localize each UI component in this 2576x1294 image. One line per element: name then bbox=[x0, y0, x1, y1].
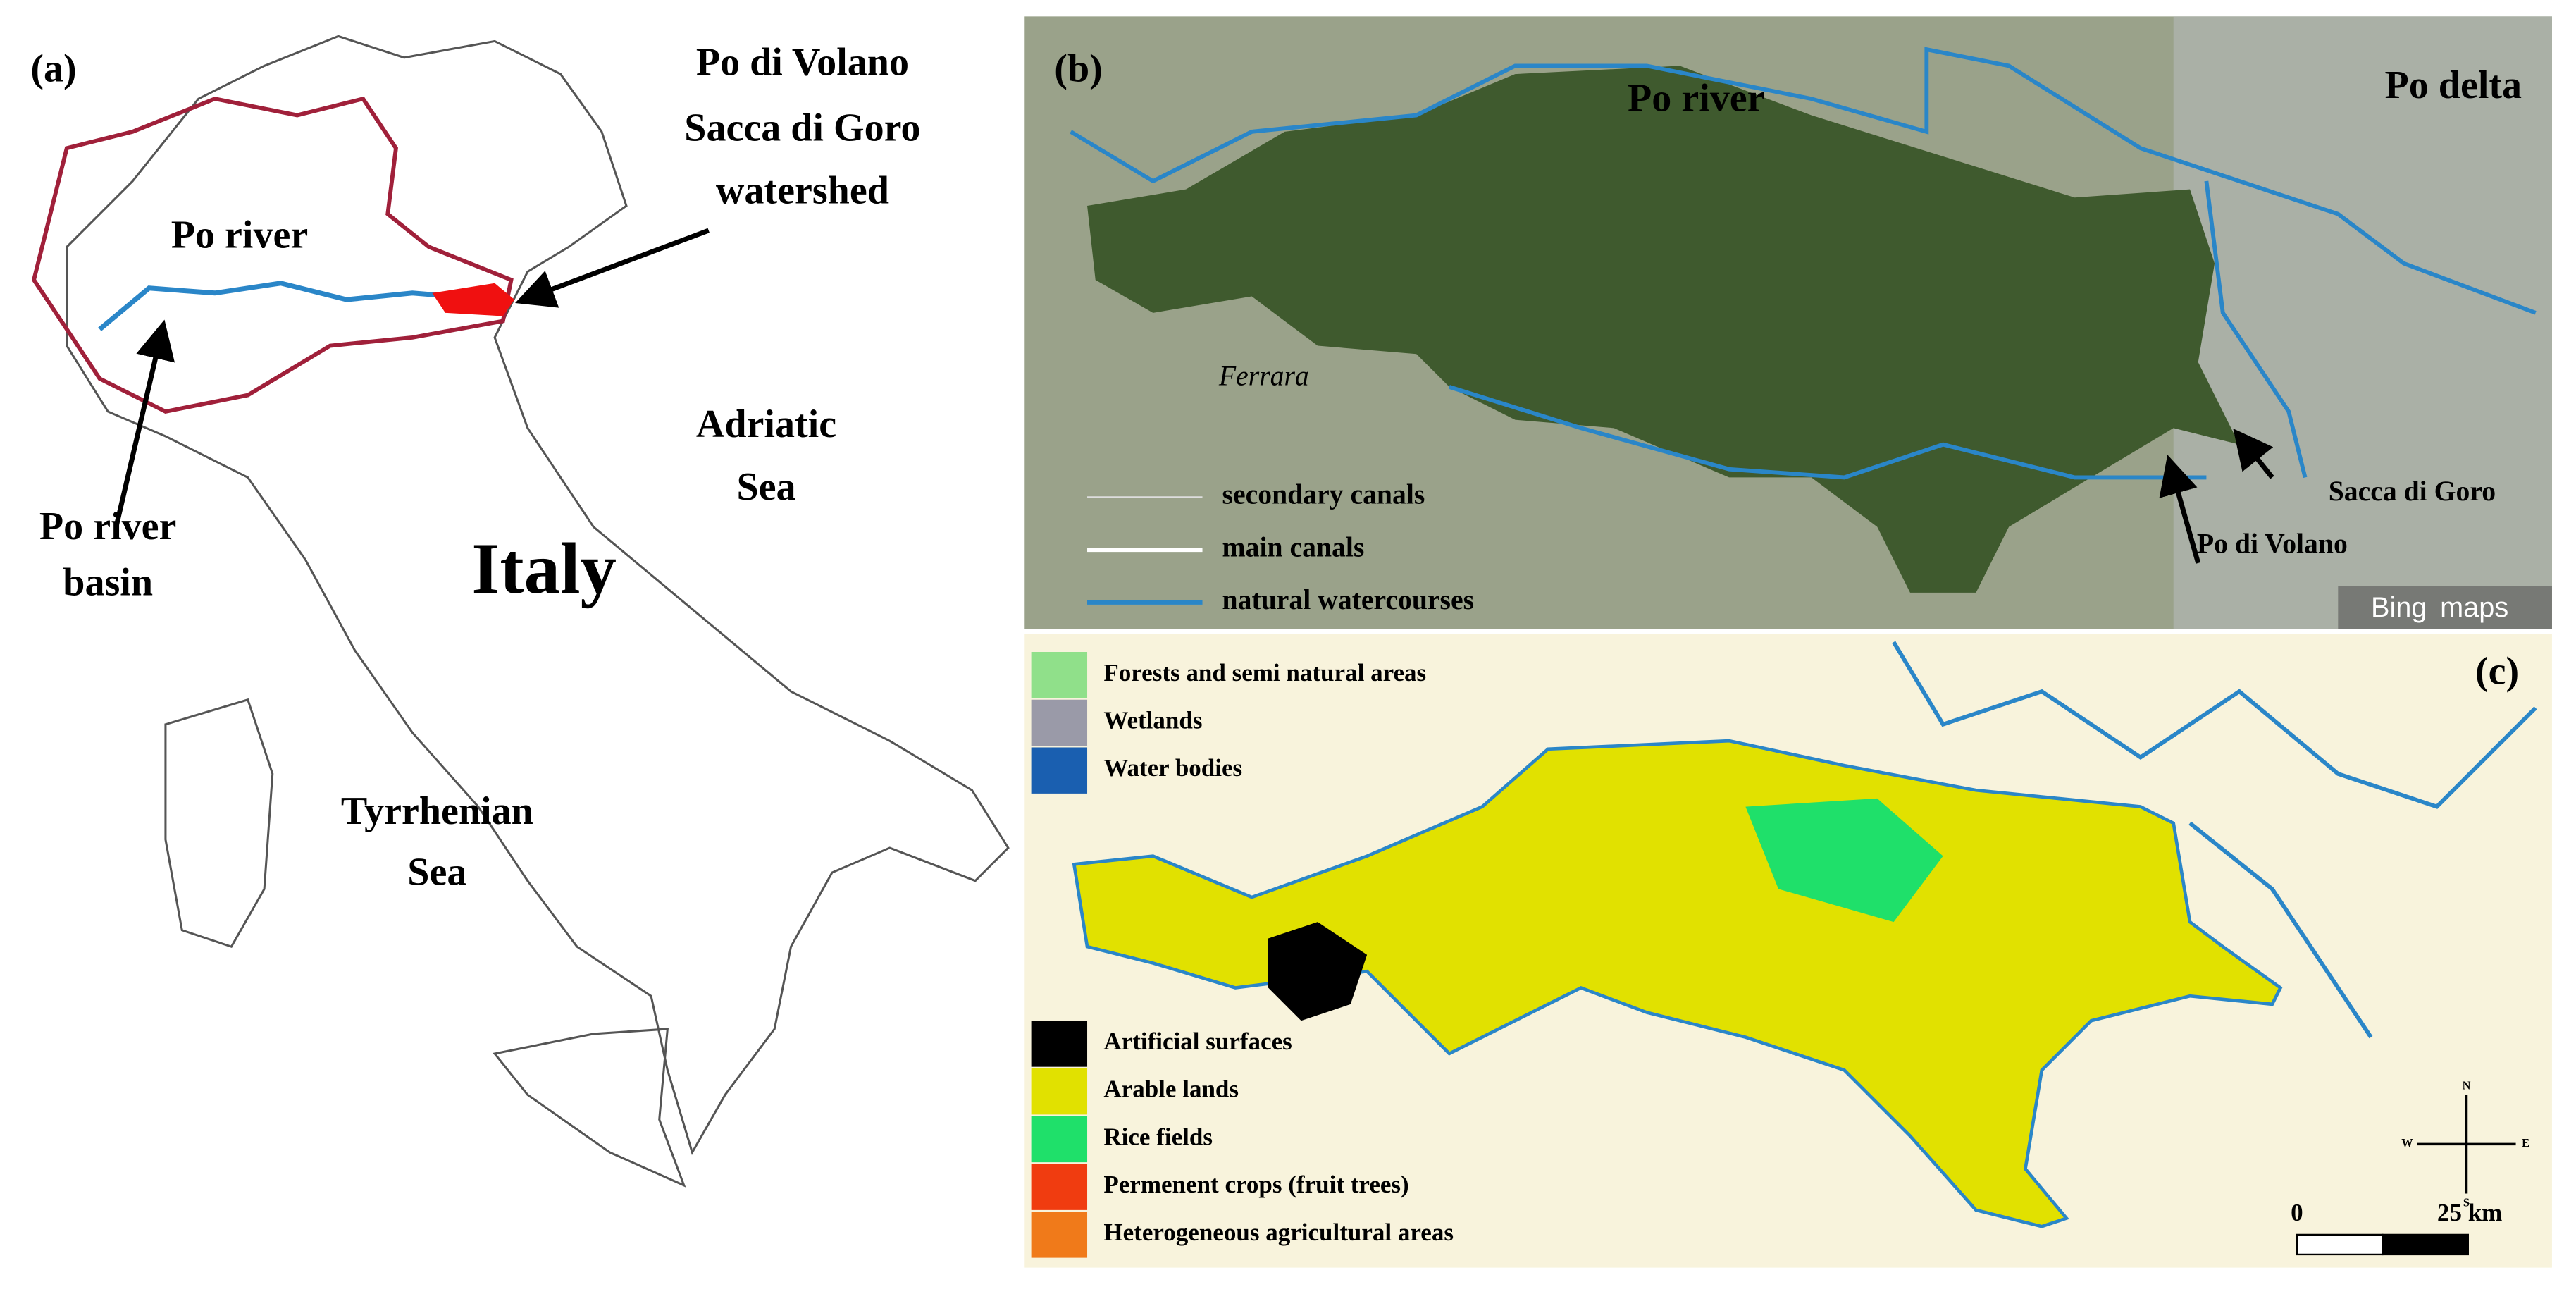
scale-label: 25 km bbox=[2437, 1199, 2502, 1226]
panel-a: (a) Po di Volano Sacca di Goro watershed… bbox=[30, 35, 1010, 1188]
legend-swatch bbox=[1031, 1068, 1088, 1115]
annotation: Sea bbox=[407, 851, 466, 894]
legend-label: Water bodies bbox=[1103, 754, 1242, 782]
attribution-bg bbox=[2338, 586, 2552, 629]
annotation: Tyrrhenian bbox=[341, 789, 533, 833]
panel-c: (c) N S E W 0 25 km Forests and semi nat… bbox=[1024, 634, 2552, 1268]
legend-label: Wetlands bbox=[1103, 706, 1202, 734]
annotation: basin bbox=[63, 560, 153, 604]
compass-label: W bbox=[2401, 1136, 2413, 1150]
legend-swatch bbox=[1031, 1212, 1088, 1258]
compass-label: N bbox=[2463, 1078, 2471, 1092]
legend-swatch bbox=[1031, 652, 1088, 698]
arrow bbox=[515, 228, 710, 308]
attribution: maps bbox=[2440, 592, 2508, 623]
sicily bbox=[493, 1028, 686, 1188]
annotation: Italy bbox=[471, 529, 617, 609]
legend-label: main canals bbox=[1222, 531, 1365, 562]
annotation: Sea bbox=[736, 465, 795, 509]
watercourse bbox=[1449, 385, 2207, 480]
attribution: Bing bbox=[2371, 592, 2427, 623]
legend-label: Permenent crops (fruit trees) bbox=[1103, 1171, 1408, 1198]
annotation: Po river bbox=[1628, 77, 1765, 121]
annotation: Po di Volano bbox=[2197, 529, 2348, 560]
watercourse bbox=[1892, 641, 2537, 809]
legend-swatch bbox=[1031, 1021, 1088, 1067]
annotation: Po delta bbox=[2385, 63, 2522, 107]
arrow bbox=[2233, 429, 2274, 479]
italy-outline bbox=[66, 35, 1010, 1155]
watercourse bbox=[2188, 821, 2373, 1039]
compass-label: E bbox=[2522, 1136, 2529, 1150]
panel-b: (b) Po river Po delta Ferrara Sacca di G… bbox=[1024, 16, 2552, 629]
scale-label: 0 bbox=[2291, 1199, 2303, 1226]
arrow bbox=[2159, 455, 2201, 564]
compass-label: S bbox=[2463, 1195, 2470, 1209]
legend-label: Heterogeneous agricultural areas bbox=[1103, 1219, 1454, 1246]
rice-fields bbox=[1745, 798, 1943, 923]
legend-swatch bbox=[1031, 1116, 1088, 1163]
watershed bbox=[1087, 66, 2240, 593]
annotation: Sacca di Goro bbox=[2329, 476, 2496, 507]
legend-label: Rice fields bbox=[1103, 1123, 1213, 1150]
annotation: Ferrara bbox=[1218, 360, 1309, 391]
po-basin bbox=[31, 96, 514, 414]
annotation: Sacca di Goro bbox=[684, 106, 920, 150]
scale-bar bbox=[2296, 1233, 2384, 1256]
legend-label: Arable lands bbox=[1103, 1076, 1239, 1103]
annotation: Po river bbox=[171, 214, 309, 257]
annotation: Po di Volano bbox=[696, 40, 909, 84]
sardinia bbox=[164, 698, 274, 948]
annotation: watershed bbox=[716, 168, 889, 212]
legend-swatch bbox=[1031, 699, 1088, 746]
artificial-surfaces bbox=[1268, 922, 1368, 1021]
arrow bbox=[113, 319, 175, 528]
watershed-area bbox=[432, 283, 515, 316]
panel-label: (a) bbox=[30, 47, 76, 91]
watershed bbox=[1072, 739, 2283, 1228]
legend-swatch bbox=[1031, 747, 1088, 794]
compass bbox=[2417, 1095, 2516, 1194]
sea bbox=[2173, 16, 2552, 629]
annotation: Po river bbox=[39, 505, 177, 548]
legend-label: natural watercourses bbox=[1222, 584, 1475, 615]
panel-label: (b) bbox=[1054, 47, 1102, 91]
legend-label: Forests and semi natural areas bbox=[1103, 659, 1426, 686]
scale-bar bbox=[2382, 1233, 2469, 1256]
legend-label: Artificial surfaces bbox=[1103, 1028, 1292, 1055]
legend-swatch bbox=[1031, 1164, 1088, 1210]
annotation: Adriatic bbox=[696, 402, 836, 446]
po-river bbox=[98, 281, 495, 331]
watercourse bbox=[2204, 180, 2308, 479]
legend-label: secondary canals bbox=[1222, 479, 1425, 510]
watercourse bbox=[1070, 47, 2537, 315]
panel-label: (c) bbox=[2475, 650, 2519, 694]
